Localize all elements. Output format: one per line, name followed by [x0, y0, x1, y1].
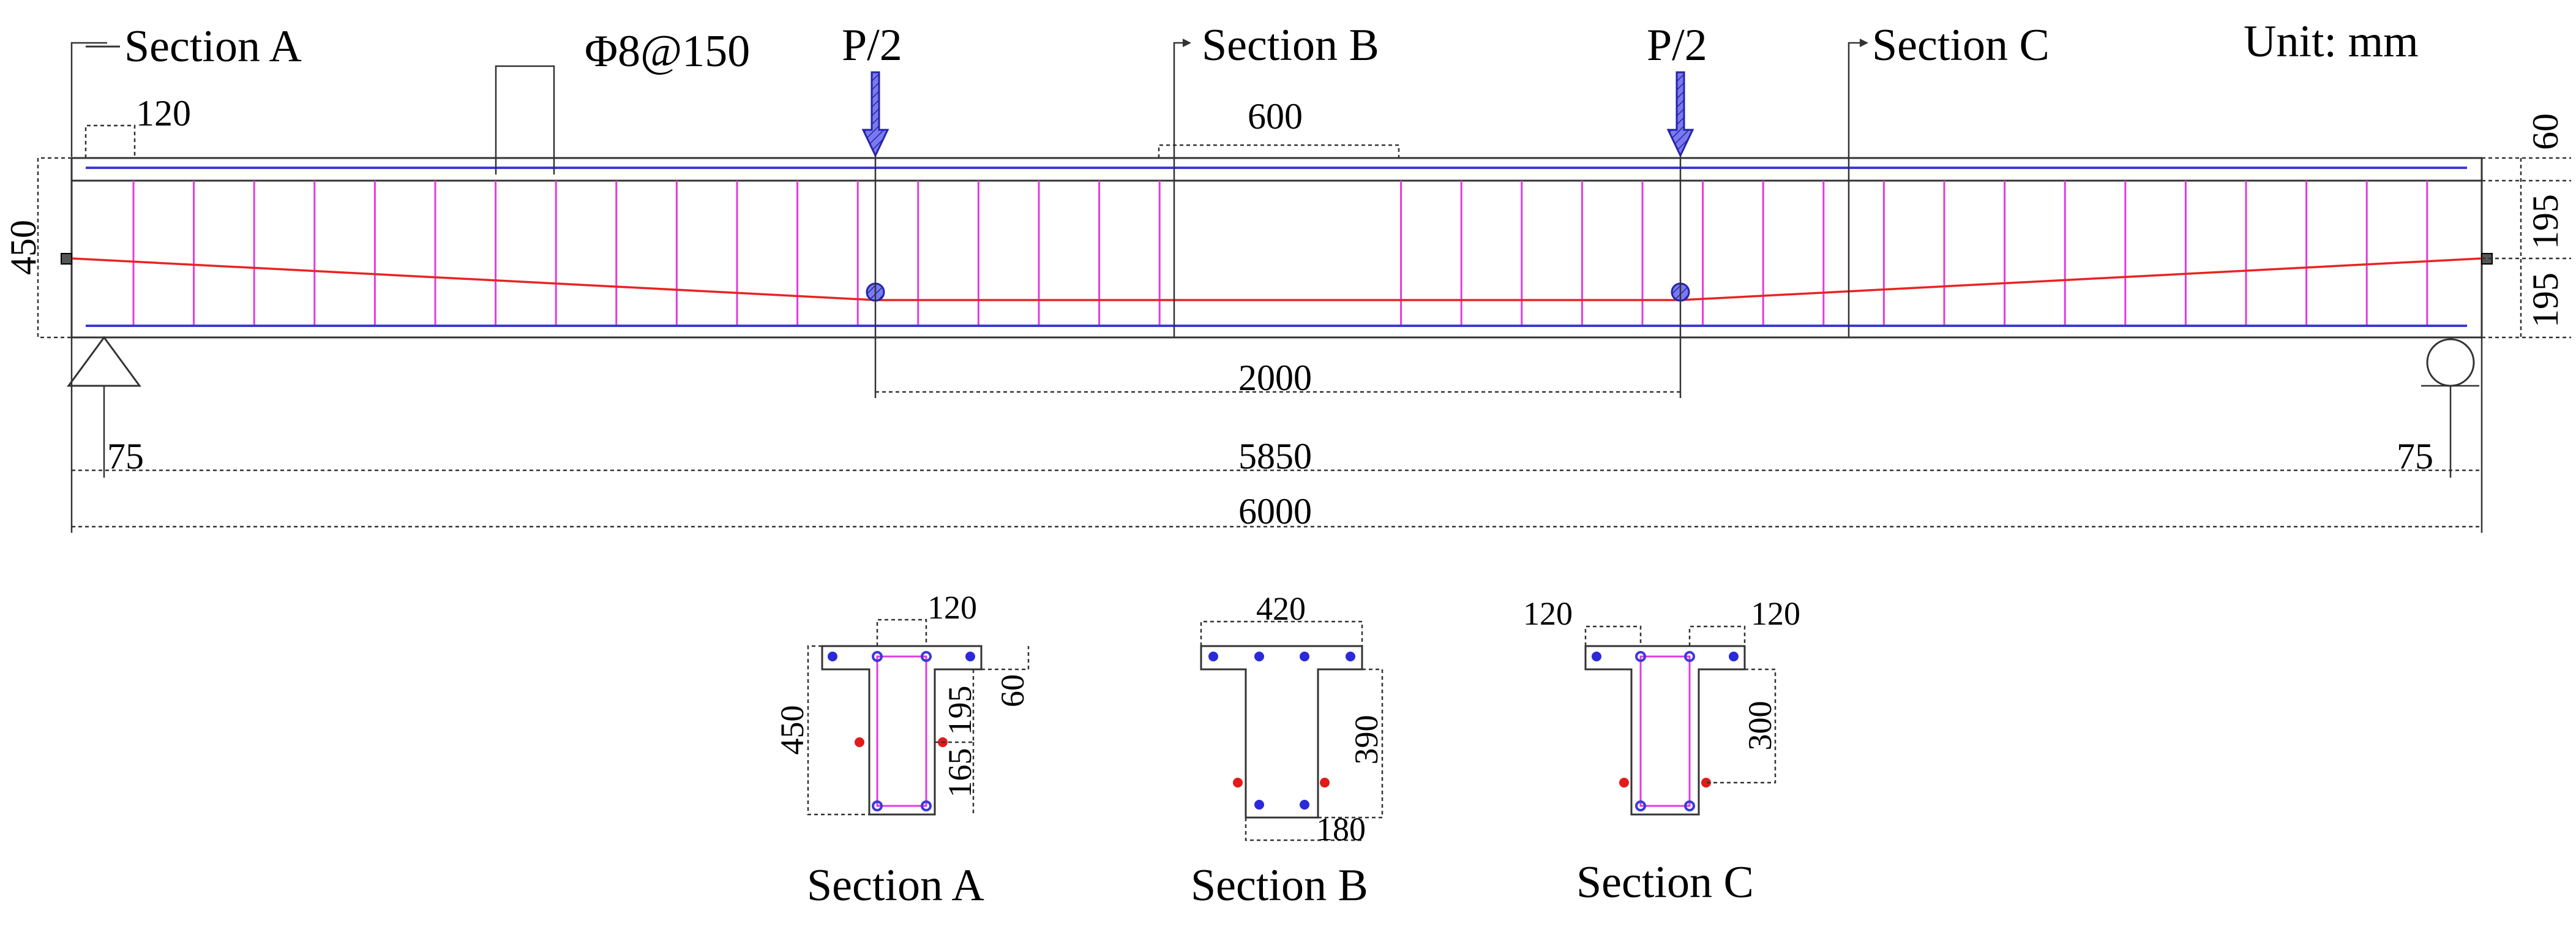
load-left-label: P/2 — [842, 20, 902, 70]
load-right: P/2 — [1647, 20, 1707, 398]
dim-195-bottom-label: 195 — [2525, 273, 2566, 328]
dim-flange-120: 120 — [84, 93, 191, 158]
section-c-outline — [1584, 645, 1746, 816]
dim-6000-label: 6000 — [1238, 491, 1312, 532]
beam-outline — [70, 157, 2483, 339]
beam-elevation — [61, 157, 2493, 339]
section-c-stirrup — [1639, 655, 1691, 807]
section-c-title: Section C — [1576, 857, 1754, 908]
section-c-left-overhang-label: 120 — [1523, 595, 1573, 632]
dim-flange-120-label: 120 — [136, 93, 191, 134]
roller-support-icon — [2426, 338, 2475, 387]
section-b-web-height-label: 390 — [1348, 715, 1385, 765]
section-c-web-height-label: 300 — [1742, 701, 1778, 751]
dim-6000: 6000 — [72, 491, 2482, 532]
load-left-arrow-icon — [861, 71, 889, 158]
left-anchor — [61, 253, 72, 265]
section-b-width-label: 420 — [1256, 590, 1306, 627]
pin-support-icon — [67, 336, 141, 387]
pin-support — [67, 336, 141, 387]
dim-75-left-label: 75 — [107, 436, 144, 476]
cross-section-a: 120 450 60 195 165 Section A — [774, 589, 1031, 911]
dim-600: 600 — [1158, 96, 1400, 158]
section-a-flange-label: 60 — [994, 674, 1031, 707]
section-a-cut-label: Section A — [124, 21, 302, 72]
section-b-outline — [1200, 645, 1363, 819]
section-a-width-label: 120 — [927, 589, 977, 626]
dim-600-label: 600 — [1248, 96, 1303, 137]
section-b-cut-label: Section B — [1202, 20, 1379, 70]
dim-450-height: 450 — [3, 157, 72, 339]
dim-60-label: 60 — [2525, 113, 2566, 150]
dim-450-label: 450 — [3, 220, 43, 275]
section-a-stirrup — [876, 655, 927, 807]
load-left: P/2 — [842, 20, 902, 398]
section-a-height-label: 450 — [774, 705, 811, 755]
dim-195-mid-label: 195 — [2525, 194, 2566, 249]
section-cut-c: Section C — [1848, 20, 2050, 337]
section-a-lower-label: 165 — [942, 748, 978, 798]
unit-label: Unit: mm — [2244, 17, 2419, 67]
section-a-outline — [821, 645, 983, 816]
section-b-title: Section B — [1191, 860, 1368, 911]
dim-2000-label: 2000 — [1238, 358, 1312, 398]
section-cut-a: Section A — [70, 21, 302, 157]
dim-75-right-label: 75 — [2397, 436, 2433, 476]
cross-section-c: 120 120 300 Section C — [1523, 595, 1800, 908]
dim-5850: 5850 75 75 — [70, 337, 2483, 533]
section-a-upper-label: 195 — [942, 686, 978, 735]
stirrup-label: Φ8@150 — [585, 26, 750, 77]
roller-support — [2421, 338, 2479, 387]
dim-right-layers: 60 195 195 — [2482, 113, 2571, 339]
load-right-arrow-icon — [1666, 71, 1694, 158]
dim-2000: 2000 — [875, 358, 1680, 398]
prestress-tendon — [71, 257, 2482, 301]
dim-5850-label: 5850 — [1238, 436, 1312, 476]
section-a-title: Section A — [807, 860, 984, 911]
section-cut-b: Section B — [1173, 20, 1379, 337]
cross-section-b: 420 390 180 Section B — [1191, 590, 1385, 911]
load-right-label: P/2 — [1647, 20, 1707, 70]
section-c-cut-label: Section C — [1872, 20, 2050, 70]
section-c-right-overhang-label: 120 — [1751, 595, 1800, 632]
stirrup-group — [132, 181, 2428, 325]
stirrup-callout: Φ8@150 — [495, 26, 750, 175]
section-b-web-width-label: 180 — [1316, 811, 1366, 848]
